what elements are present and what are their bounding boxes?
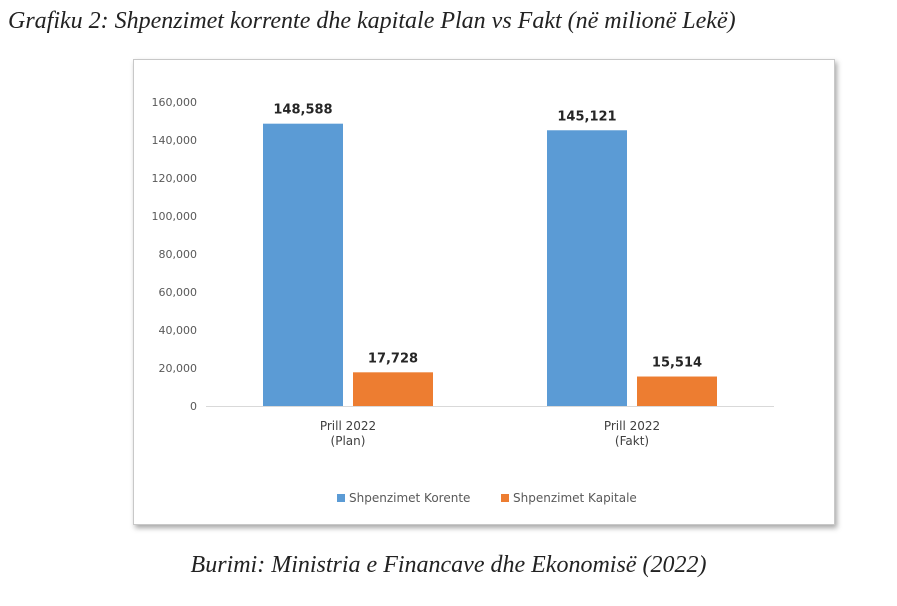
y-tick-label: 120,000 — [152, 172, 198, 185]
y-tick-label: 0 — [190, 400, 197, 413]
source-caption: Burimi: Ministria e Financave dhe Ekonom… — [190, 552, 707, 578]
bar-korente — [547, 130, 627, 406]
legend: Shpenzimet Korente Shpenzimet Kapitale — [337, 491, 637, 505]
y-tick-label: 20,000 — [159, 362, 198, 375]
data-label: 145,121 — [557, 109, 616, 124]
legend-swatch — [337, 494, 345, 502]
bar-kapitale — [637, 376, 717, 406]
bar-korente — [263, 123, 343, 406]
data-label: 15,514 — [652, 356, 702, 371]
y-axis-ticks: 0 20,000 40,000 60,000 80,000 100,000 120,000 1… — [152, 96, 198, 413]
y-tick-label: 140,000 — [152, 134, 198, 147]
y-tick-label: 60,000 — [159, 286, 198, 299]
y-tick-label: 40,000 — [159, 324, 198, 337]
bars — [263, 123, 717, 406]
y-tick-label: 160,000 — [152, 96, 198, 109]
bar-chart: 0 20,000 40,000 60,000 80,000 100,000 120,000 1… — [152, 96, 774, 505]
legend-label: Shpenzimet Korente — [349, 491, 470, 505]
chart-frame: 0 20,000 40,000 60,000 80,000 100,000 120,000 1… — [133, 59, 835, 525]
data-label: 148,588 — [273, 103, 332, 118]
y-tick-label: 100,000 — [152, 210, 198, 223]
category-label: (Plan) — [331, 434, 366, 448]
legend-swatch — [501, 494, 509, 502]
figure-title: Grafiku 2: Shpenzimet korrente dhe kapit… — [8, 8, 736, 34]
category-label: (Fakt) — [615, 434, 649, 448]
category-label: Prill 2022 — [604, 419, 660, 433]
bar-kapitale — [353, 372, 433, 406]
legend-label: Shpenzimet Kapitale — [513, 491, 637, 505]
data-labels: 148,588 17,728 145,121 15,514 — [273, 103, 702, 371]
category-label: Prill 2022 — [320, 419, 376, 433]
y-tick-label: 80,000 — [159, 248, 198, 261]
data-label: 17,728 — [368, 351, 418, 366]
category-labels: Prill 2022(Plan)Prill 2022(Fakt) — [320, 419, 660, 448]
